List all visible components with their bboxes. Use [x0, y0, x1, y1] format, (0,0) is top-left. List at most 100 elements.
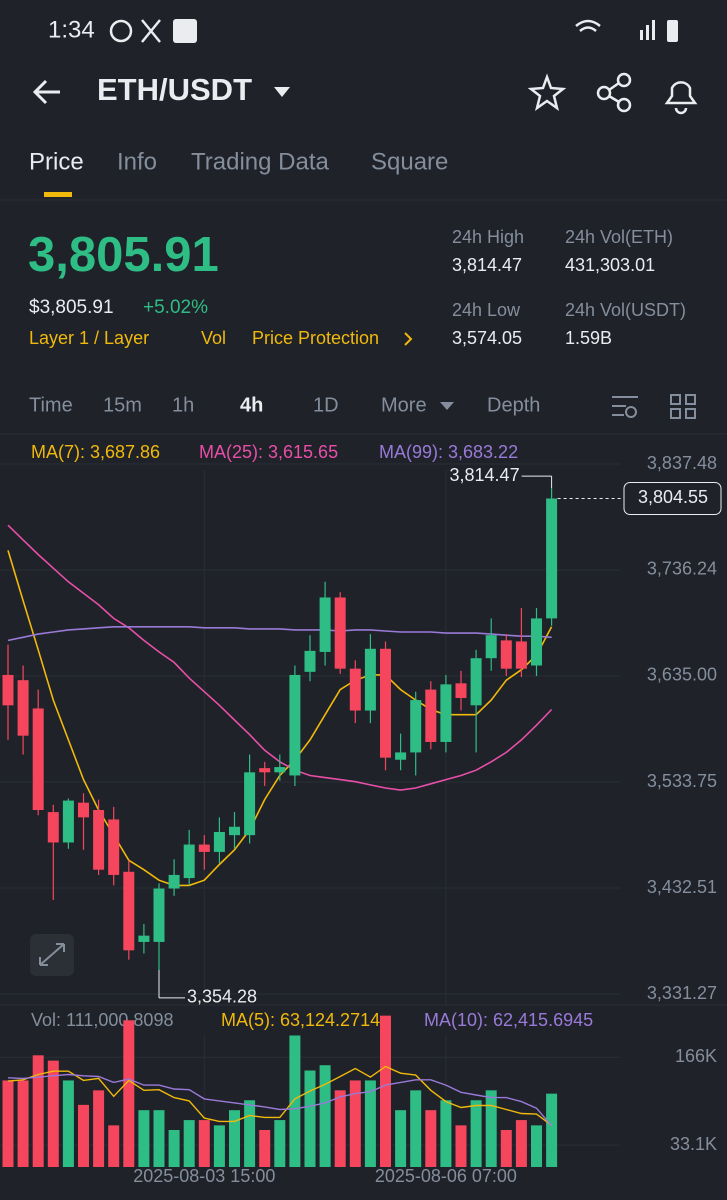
- volume-bar: [78, 1104, 89, 1167]
- x-tick-label: 2025-08-03 15:00: [133, 1166, 275, 1186]
- candle-body: [213, 831, 225, 852]
- candle-body: [319, 597, 331, 652]
- ma-line: [7, 626, 552, 642]
- candle-body: [440, 684, 452, 742]
- share-button[interactable]: [596, 72, 632, 113]
- volume-bar: [485, 1090, 497, 1167]
- tab[interactable]: Info: [117, 148, 157, 175]
- interval[interactable]: Depth: [487, 394, 540, 416]
- candle-body: [380, 648, 391, 758]
- interval[interactable]: 1D: [313, 394, 339, 416]
- last-price-label: 3,804.55: [638, 487, 708, 507]
- volume-bar: [304, 1070, 316, 1167]
- volume-bar: [108, 1125, 120, 1167]
- annotation: 3,354.28: [187, 987, 257, 1007]
- interval[interactable]: 1h: [172, 394, 194, 416]
- volume-bar: [17, 1080, 29, 1167]
- y-tick-label: 166K: [675, 1046, 717, 1066]
- candle-body: [183, 844, 195, 879]
- candle-body: [500, 640, 512, 669]
- volume-bar: [168, 1129, 180, 1167]
- tab[interactable]: Price: [29, 148, 84, 175]
- interval[interactable]: 15m: [103, 394, 142, 416]
- candle-body: [289, 674, 301, 776]
- volume-bar: [364, 1080, 376, 1167]
- y-tick-label: 3,837.48: [647, 453, 717, 473]
- volume-bar: [349, 1080, 361, 1167]
- interval[interactable]: More: [381, 394, 427, 416]
- legend-entry: MA(25): 3,615.65: [199, 442, 338, 462]
- interval[interactable]: Time: [29, 394, 73, 416]
- candle-body: [198, 844, 210, 852]
- stat-label: 24h Low: [452, 300, 521, 320]
- tab[interactable]: Trading Data: [191, 148, 330, 175]
- y-tick-label: 33.1K: [670, 1134, 717, 1154]
- more-dropdown: [440, 402, 454, 410]
- candle-body: [47, 812, 59, 843]
- candle-body: [470, 658, 482, 706]
- interval[interactable]: 4h: [240, 394, 263, 416]
- candle-body: [244, 772, 256, 836]
- legend-entry: MA(7): 3,687.86: [31, 442, 160, 462]
- candle-body: [2, 674, 14, 706]
- expand-button[interactable]: [30, 934, 74, 976]
- alert-button[interactable]: [664, 81, 698, 115]
- candle-body: [123, 871, 135, 951]
- candle-body: [229, 826, 240, 836]
- volume-bar: [229, 1110, 240, 1167]
- candle-body: [62, 800, 74, 843]
- y-tick-label: 3,736.24: [647, 559, 717, 579]
- candle-body: [78, 802, 89, 818]
- candle-body: [334, 597, 346, 669]
- volume-bar: [425, 1110, 437, 1167]
- change-percent: +5.02%: [143, 297, 208, 318]
- tag[interactable]: Vol: [201, 328, 226, 348]
- candle-body: [32, 708, 44, 811]
- volume-bar: [531, 1125, 542, 1167]
- candle-body: [485, 635, 497, 659]
- candle-body: [304, 650, 316, 672]
- tab[interactable]: Square: [371, 148, 448, 175]
- candle-body: [138, 935, 150, 942]
- chart-settings[interactable]: [612, 394, 696, 419]
- ma-line: [7, 1073, 553, 1127]
- back-button[interactable]: [32, 79, 60, 105]
- volume-bar: [289, 1035, 301, 1167]
- candle-body: [546, 498, 558, 619]
- stat-label: 24h Vol(ETH): [565, 227, 673, 247]
- volume-bar: [334, 1090, 346, 1167]
- candle-body: [425, 689, 437, 742]
- volume-bar: [183, 1120, 195, 1167]
- volume-bar: [274, 1120, 286, 1167]
- volume-bar: [244, 1100, 256, 1167]
- volume-bar: [47, 1060, 59, 1167]
- chevron: [404, 332, 413, 346]
- volume-bar: [500, 1129, 512, 1167]
- pair-dropdown[interactable]: [274, 87, 290, 97]
- last-price: 3,805.91: [28, 228, 219, 282]
- volume-bar: [319, 1065, 331, 1167]
- ma-line: [7, 1065, 553, 1126]
- favorite-button[interactable]: [527, 73, 567, 111]
- volume-bar: [470, 1100, 482, 1167]
- candle-body: [93, 810, 105, 870]
- status-time: 1:34: [48, 16, 95, 43]
- candle-body: [531, 618, 542, 666]
- volume-bar: [259, 1129, 271, 1167]
- pair-title[interactable]: ETH/USDT: [97, 72, 252, 107]
- candle-body: [259, 768, 271, 773]
- volume-bar: [198, 1120, 210, 1167]
- y-tick-label: 3,331.27: [647, 983, 717, 1003]
- tag[interactable]: Layer 1 / Layer: [29, 328, 149, 348]
- candle-body: [153, 888, 165, 942]
- candle-body: [274, 767, 286, 773]
- candle-body: [364, 648, 376, 711]
- candle-body: [349, 668, 361, 711]
- tag[interactable]: Price Protection: [252, 328, 379, 348]
- annotation: 3,814.47: [450, 465, 520, 485]
- x-tick-label: 2025-08-06 07:00: [375, 1166, 517, 1186]
- stat-value: 3,574.05: [452, 328, 522, 348]
- volume-bar: [138, 1110, 150, 1167]
